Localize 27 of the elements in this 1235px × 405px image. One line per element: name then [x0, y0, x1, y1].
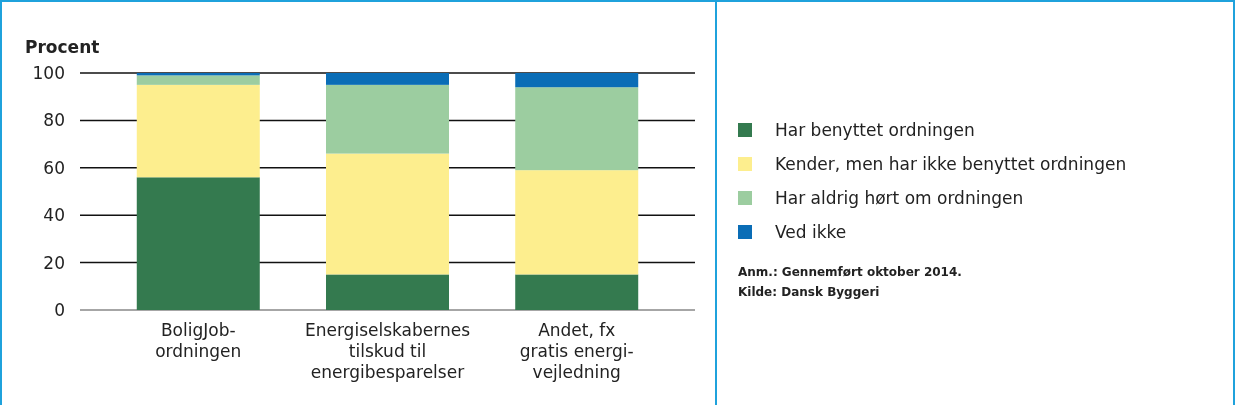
- legend-label: Kender, men har ikke benyttet ordningen: [775, 153, 1127, 174]
- y-tick-label: 60: [43, 157, 65, 178]
- legend-label: Ved ikke: [775, 221, 847, 242]
- text: Anm.: Gennemført oktober 2014.: [738, 265, 962, 279]
- y-tick-label: 40: [43, 205, 65, 226]
- bar: [515, 73, 639, 88]
- legend-label: Har benyttet ordningen: [775, 119, 975, 140]
- text: Kilde: Dansk Byggeri: [738, 285, 880, 299]
- bar: [326, 153, 449, 275]
- y-axis-title: Procent: [25, 37, 100, 57]
- bar: [136, 177, 260, 310]
- bar: [326, 274, 449, 310]
- legend-label: Har aldrig hørt om ordningen: [775, 187, 1024, 208]
- y-tick-label: 0: [54, 299, 65, 320]
- y-tick-label: 80: [43, 110, 65, 131]
- x-tick-label: BoligJob- ordningen: [155, 320, 242, 361]
- y-tick-label: 100: [32, 62, 65, 83]
- bar: [136, 84, 260, 178]
- bar: [515, 274, 639, 310]
- y-tick-label: 20: [43, 252, 65, 273]
- x-tick-label: Andet, fx gratis energi- vejledning: [519, 320, 634, 382]
- x-tick-label: Energiselskabernes tilskud til energibesparelser: [304, 320, 471, 382]
- bar: [515, 87, 639, 171]
- bar: [515, 170, 639, 275]
- bar: [326, 84, 449, 154]
- bar: [326, 73, 449, 85]
- bar: [136, 75, 260, 85]
